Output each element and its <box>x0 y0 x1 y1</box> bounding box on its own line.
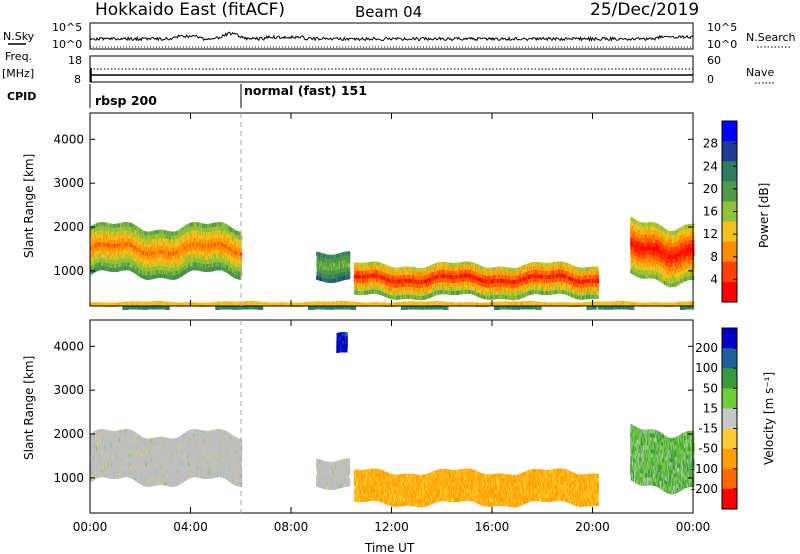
nsky-tick-bottom: 10^0 <box>52 38 82 51</box>
beam-label: Beam 04 <box>355 3 422 21</box>
freq-tick-top: 18 <box>68 54 82 67</box>
scatter-cell <box>117 244 119 248</box>
scatter-cell <box>153 239 155 243</box>
scatter-cell <box>119 223 121 227</box>
station-title: Hokkaido East (fitACF) <box>95 0 285 20</box>
freq-unit-label: [MHz] <box>2 67 34 80</box>
nsky-label: N.Sky <box>3 30 35 43</box>
scatter-cell <box>321 265 323 269</box>
nsearch-label: N.Search <box>746 31 796 44</box>
scatter-cell <box>102 250 104 254</box>
nsky-tick-top: 10^5 <box>52 21 82 34</box>
freq-right-tick-bottom: 0 <box>707 73 714 86</box>
power-data-layer <box>90 217 695 310</box>
cpid-segment-2: normal (fast) 151 <box>244 83 367 98</box>
scatter-cell <box>325 258 327 262</box>
freq-label: Freq. <box>5 50 32 63</box>
scatter-cell <box>208 232 210 236</box>
nave-label: Nave <box>746 66 774 79</box>
nsky-trace <box>90 32 693 40</box>
nsky-right-tick-bottom: 10^0 <box>707 38 737 51</box>
cpid-segment-1: rbsp 200 <box>95 93 157 108</box>
scatter-cell <box>201 247 203 251</box>
scatter-cell <box>128 266 130 270</box>
nsky-right-tick-top: 10^5 <box>707 21 737 34</box>
freq-right-tick-top: 60 <box>707 54 721 67</box>
scatter-cell <box>240 244 242 248</box>
scatter-cell <box>176 235 178 239</box>
scatter-cell <box>144 243 146 247</box>
cpid-label: CPID <box>7 90 36 103</box>
freq-tick-bottom: 8 <box>74 73 81 86</box>
date-label: 25/Dec/2019 <box>590 0 699 20</box>
